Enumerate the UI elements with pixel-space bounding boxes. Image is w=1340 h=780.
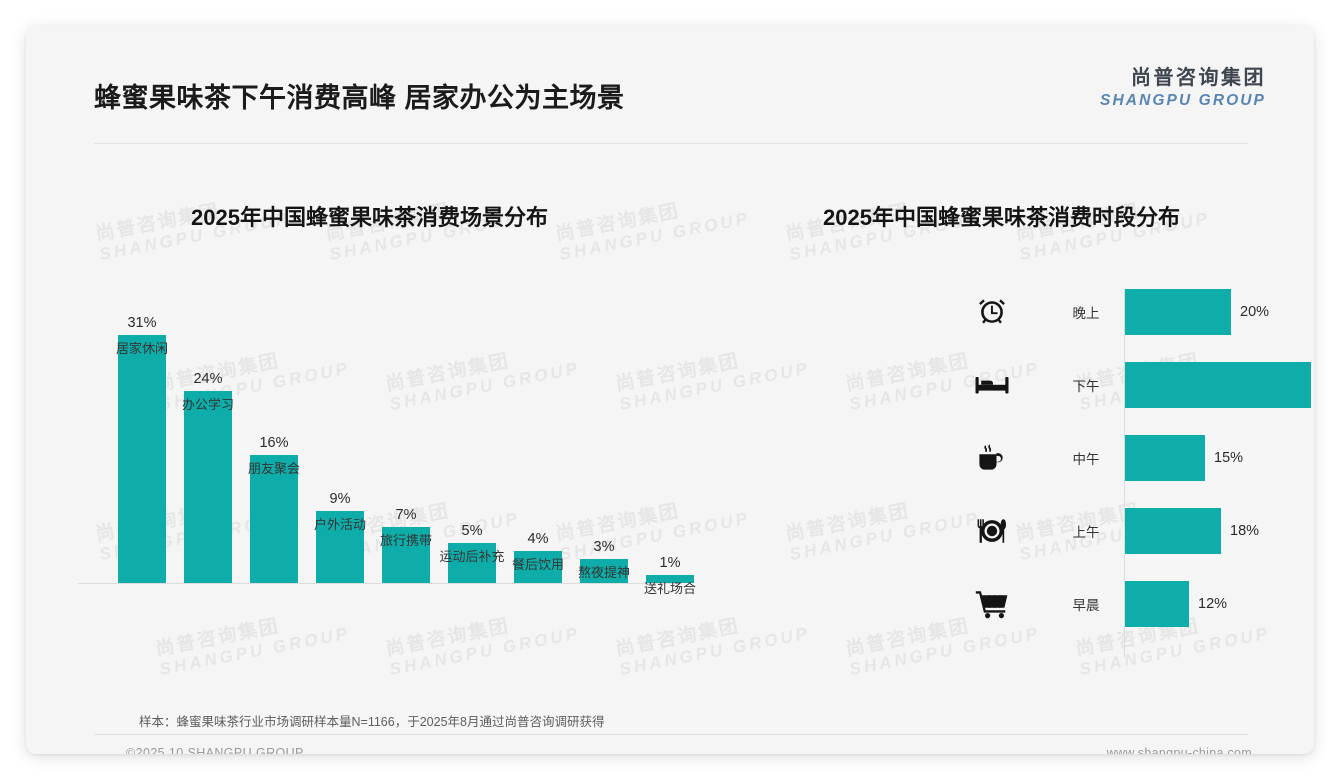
bar-value-label: 15% xyxy=(1214,450,1244,466)
column-group: 3% 熬夜提神 xyxy=(572,538,636,583)
column-group: 24% 办公学习 xyxy=(176,370,240,583)
bar-value-label: 20% xyxy=(1240,304,1270,320)
hot-mug-icon xyxy=(974,440,1010,476)
header: 蜂蜜果味茶下午消费高峰 居家办公为主场景 尚普咨询集团 SHANGPU GROU… xyxy=(26,26,1314,115)
column-bar xyxy=(514,551,562,583)
bar-category-label: 中午 xyxy=(1072,452,1100,467)
column-value-label: 3% xyxy=(593,538,615,555)
column-value-label: 7% xyxy=(395,506,417,523)
bar-fill xyxy=(1125,435,1205,481)
column-value-label: 31% xyxy=(127,314,157,331)
column-category-label: 送礼场合 xyxy=(643,580,696,596)
column-group: 5% 运动后补充 xyxy=(439,522,505,583)
column-value-label: 9% xyxy=(329,490,351,507)
column-category-label: 户外活动 xyxy=(313,516,366,532)
column-category-label: 旅行携带 xyxy=(379,532,432,548)
column-group: 16% 朋友聚会 xyxy=(242,434,306,583)
column-group: 9% 户外活动 xyxy=(308,490,372,583)
page-title: 蜂蜜果味茶下午消费高峰 居家办公为主场景 xyxy=(94,83,625,113)
logo-chinese-name: 尚普咨询集团 xyxy=(1131,67,1266,89)
infographic-card: 尚普咨询集团 SHANGPU GROUP 尚普咨询集团 SHANGPU GROUP 尚普… xyxy=(26,26,1314,754)
bar-category-label: 上午 xyxy=(1072,525,1100,540)
bar-fill xyxy=(1125,581,1189,627)
website-link[interactable]: www.shangpu-china.com xyxy=(1106,746,1252,754)
column-value-label: 1% xyxy=(659,554,681,571)
column-bar xyxy=(316,511,364,583)
column-bar xyxy=(250,455,298,583)
bar-row: 中午 15% xyxy=(726,435,1286,481)
column-group: 4% 餐后饮用 xyxy=(506,530,570,583)
chart-title-scene-distribution: 2025年中国蜂蜜果味茶消费场景分布 xyxy=(191,205,548,230)
logo-english-name: SHANGPU GROUP xyxy=(1100,92,1266,109)
column-category-label: 餐后饮用 xyxy=(511,556,564,572)
column-category-label: 办公学习 xyxy=(181,396,234,412)
column-group: 31% 居家休闲 xyxy=(110,314,174,583)
bar-category-label: 早晨 xyxy=(1072,598,1100,613)
column-group: 1% 送礼场合 xyxy=(638,554,702,595)
column-bar xyxy=(646,575,694,583)
chart-title-time-distribution: 2025年中国蜂蜜果味茶消费时段分布 xyxy=(823,205,1180,230)
column-value-label: 5% xyxy=(461,522,483,539)
column-bar xyxy=(118,335,166,583)
brand-logo: 尚普咨询集团 SHANGPU GROUP xyxy=(1100,66,1266,110)
bed-icon xyxy=(974,367,1010,403)
bar-value-label: 18% xyxy=(1230,523,1260,539)
bar-row: 晚上 20% xyxy=(726,289,1286,335)
bar-value-label: 12% xyxy=(1198,596,1228,612)
column-value-label: 4% xyxy=(527,530,549,547)
time-distribution-chart: 晚上 20% 下午35% 中午 15% 上午 18% 早晨 12% xyxy=(726,281,1311,666)
plate-cutlery-icon xyxy=(974,513,1010,549)
bar-row: 下午35% xyxy=(726,362,1311,408)
header-divider xyxy=(94,143,1248,144)
copyright-text: ©2025.10 SHANGPU GROUP xyxy=(126,746,304,754)
bar-row: 上午 18% xyxy=(726,508,1286,554)
column-category-label: 居家休闲 xyxy=(115,340,168,356)
bar-fill xyxy=(1125,289,1231,335)
bar-row: 早晨 12% xyxy=(726,581,1286,627)
column-value-label: 24% xyxy=(193,370,223,387)
column-bar xyxy=(184,391,232,583)
bar-category-label: 晚上 xyxy=(1072,306,1100,321)
column-category-label: 朋友聚会 xyxy=(247,460,300,476)
alarm-clock-icon xyxy=(974,294,1010,330)
sample-note: 样本：蜂蜜果味茶行业市场调研样本量N=1166，于2025年8月通过尚普咨询调研… xyxy=(139,715,605,729)
column-group: 7% 旅行携带 xyxy=(374,506,438,583)
bar-category-label: 下午 xyxy=(1072,379,1100,394)
chart-axis-line xyxy=(1124,289,1125,658)
column-category-label: 运动后补充 xyxy=(439,548,505,564)
footer-divider xyxy=(94,734,1248,735)
bar-fill xyxy=(1125,508,1221,554)
column-bar xyxy=(448,543,496,583)
column-bar xyxy=(580,559,628,583)
column-value-label: 16% xyxy=(259,434,289,451)
chart-baseline xyxy=(78,583,678,584)
scene-distribution-chart: 31% 居家休闲 24% 办公学习 16% 朋友聚会 9% 户外活动 7% 旅行携带 5% 运动后补充… xyxy=(66,281,696,621)
shopping-cart-icon xyxy=(974,586,1010,622)
column-bar xyxy=(382,527,430,583)
bar-fill xyxy=(1125,362,1311,408)
column-category-label: 熬夜提神 xyxy=(577,564,630,580)
